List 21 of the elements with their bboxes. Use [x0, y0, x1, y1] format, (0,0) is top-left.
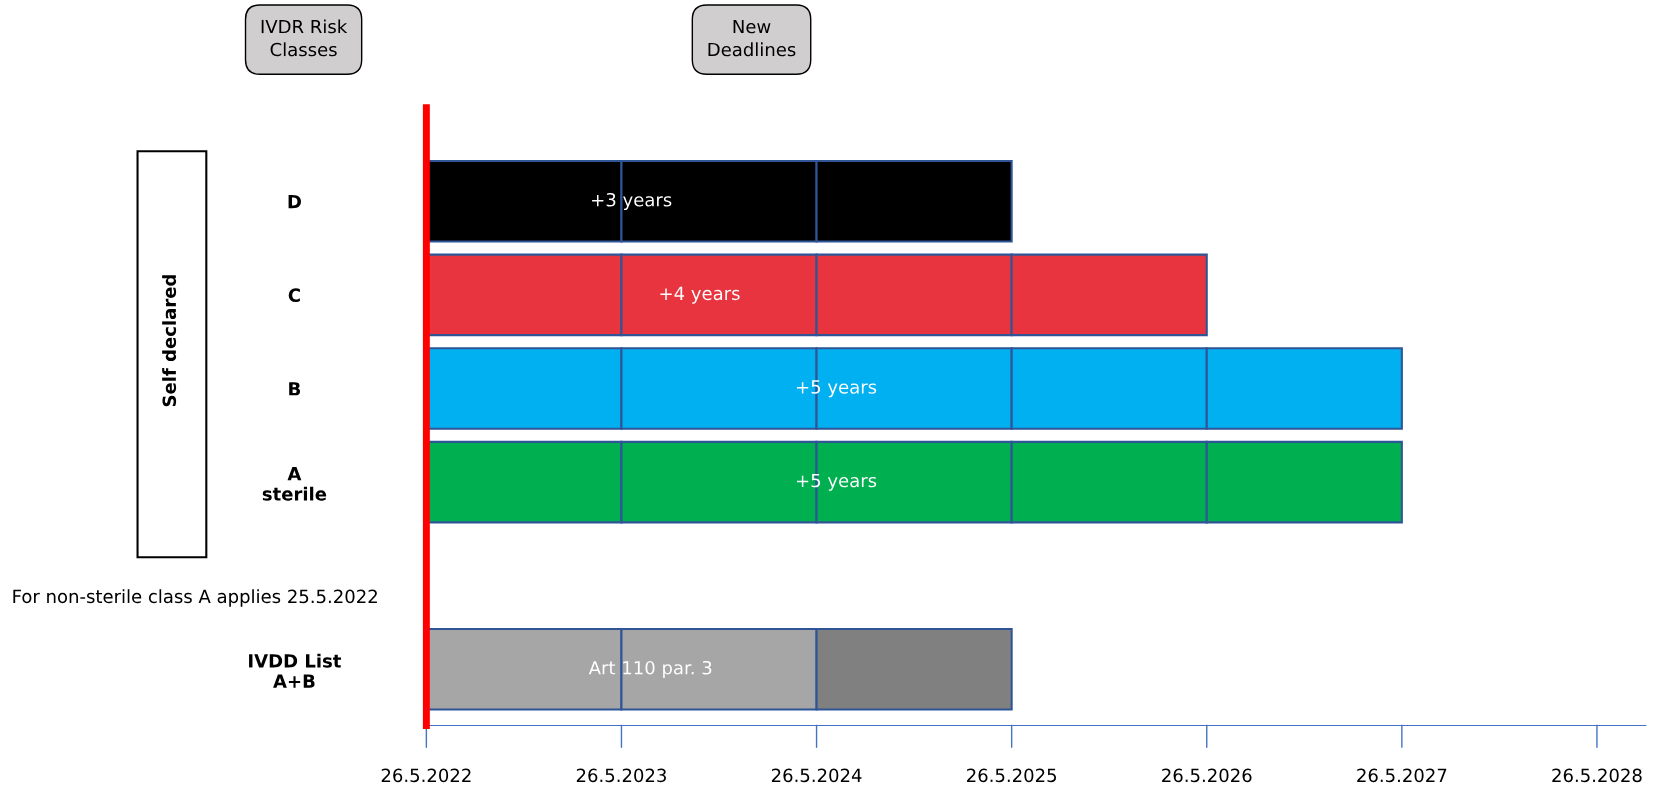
y-tick-label: C: [288, 288, 300, 303]
text: 26.5.2024: [771, 768, 862, 783]
text: 26.5.2026: [1162, 768, 1252, 783]
annotation: +3 years: [592, 192, 672, 211]
text: 26.5.2025: [967, 768, 1057, 783]
y-tick-label: A sterile: [262, 467, 327, 501]
text: 26.5.2022: [381, 768, 471, 783]
text: Self declared: [162, 275, 177, 407]
y-tick-label: D: [288, 195, 301, 209]
annotation: +5 years: [796, 473, 877, 491]
text: 26.5.2023: [576, 768, 666, 783]
text: IVDR Risk Classes: [261, 19, 348, 57]
annotation: Art 110 par. 3: [588, 660, 712, 679]
annotation: +5 years: [796, 380, 877, 398]
annotation: +4 years: [660, 286, 740, 304]
text: 26.5.2027: [1357, 768, 1447, 783]
text: For non-sterile class A applies 25.5.2022: [13, 589, 377, 607]
text: 26.5.2028: [1552, 768, 1642, 783]
y-tick-label: B: [289, 382, 301, 396]
text: New Deadlines: [708, 19, 796, 57]
y-tick-label: IVDD List A+B: [249, 653, 342, 688]
